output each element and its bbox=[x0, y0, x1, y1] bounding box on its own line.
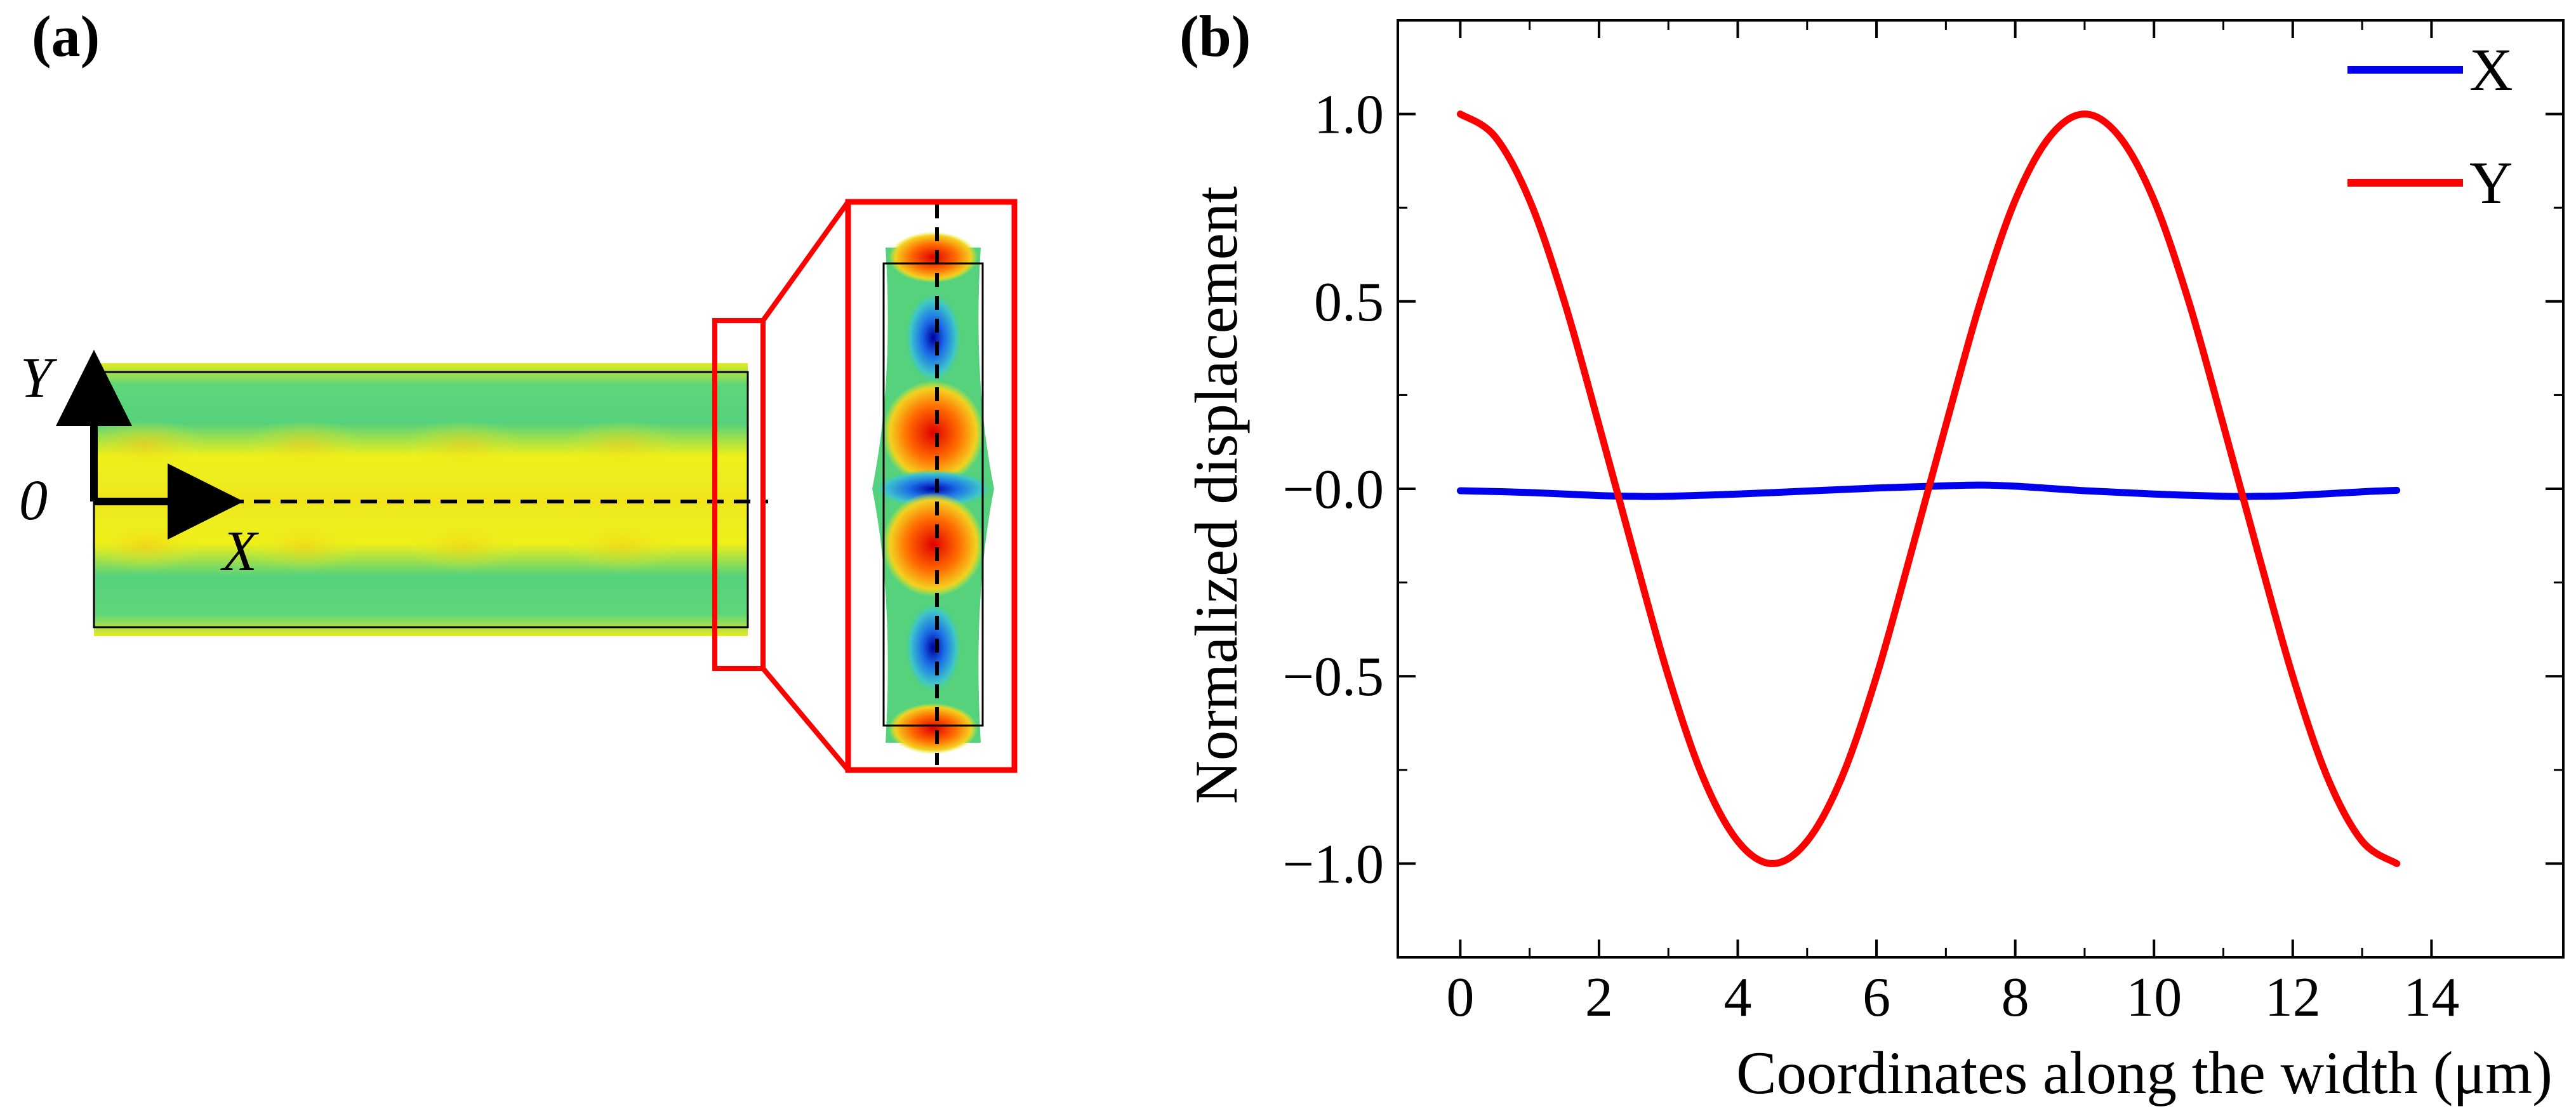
legend-label-y: Y bbox=[2469, 149, 2513, 216]
y-axis-title: Normalized displacement bbox=[1183, 186, 1250, 804]
zoom-connector-bottom bbox=[760, 667, 851, 772]
y-axis-ticks: 1.0 0.5 −0.0 −0.5 −1.0 bbox=[1282, 84, 2563, 895]
series-line-x bbox=[1456, 481, 2401, 500]
x-axis-letter: X bbox=[220, 520, 259, 583]
x-tick-label: 4 bbox=[1724, 967, 1752, 1028]
panel-a-label: (a) bbox=[32, 4, 100, 69]
zoom-connector-top bbox=[760, 200, 851, 322]
series-layer bbox=[1456, 110, 2401, 867]
y-tick-label: −0.5 bbox=[1282, 646, 1384, 708]
x-tick-label: 6 bbox=[1862, 967, 1890, 1028]
x-tick-label: 14 bbox=[2403, 967, 2459, 1028]
zoom-selection-box bbox=[712, 318, 766, 671]
x-axis-title: Coordinates along the width (μm) bbox=[1736, 1039, 2553, 1106]
x-tick-label: 2 bbox=[1585, 967, 1613, 1028]
origin-letter: 0 bbox=[19, 469, 48, 532]
panel-a: (a) Y X 0 bbox=[19, 4, 1018, 773]
panel-b: (b) 0 2 4 6 8 10 12 14 1.0 0.5 −0.0 −0.5 −1.0 XY Co… bbox=[1179, 4, 2565, 1106]
zoomed-cross-section bbox=[872, 204, 994, 765]
y-tick-label: 1.0 bbox=[1314, 84, 1384, 146]
x-tick-label: 8 bbox=[2002, 967, 2029, 1028]
panel-b-label: (b) bbox=[1179, 4, 1251, 69]
y-axis-letter: Y bbox=[20, 347, 58, 409]
legend: XY bbox=[2347, 36, 2513, 216]
zoom-inset-frame bbox=[845, 199, 1018, 773]
x-tick-label: 10 bbox=[2126, 967, 2182, 1028]
legend-label-x: X bbox=[2469, 36, 2513, 103]
y-tick-label: −1.0 bbox=[1282, 834, 1384, 895]
y-tick-label: −0.0 bbox=[1282, 459, 1384, 521]
series-line-y bbox=[1456, 110, 2401, 867]
x-tick-label: 0 bbox=[1446, 967, 1474, 1028]
x-tick-label: 12 bbox=[2265, 967, 2321, 1028]
x-axis-ticks: 0 2 4 6 8 10 12 14 bbox=[1446, 20, 2459, 1028]
y-tick-label: 0.5 bbox=[1314, 272, 1384, 333]
